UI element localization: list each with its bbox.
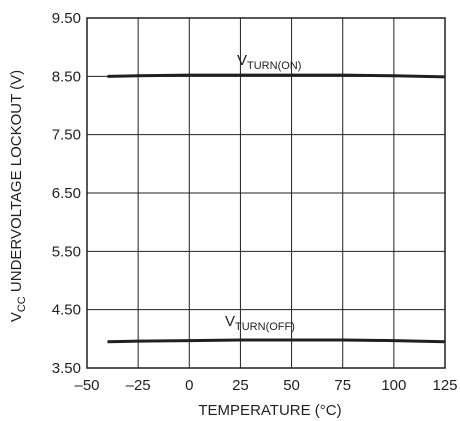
x-tick-label: 50 — [283, 377, 300, 394]
x-tick-label: –50 — [74, 377, 99, 394]
series-line-0 — [107, 73, 446, 79]
series-label-turn-on: VTURN(ON) — [237, 52, 301, 72]
x-axis-title: TEMPERATURE (°C) — [198, 402, 341, 419]
y-tick-label: 9.50 — [52, 10, 81, 27]
series-label-turn-on-sub: TURN(ON) — [247, 60, 301, 72]
y-tick-label: 3.50 — [52, 360, 81, 377]
series-label-turn-off-sub: TURN(OFF) — [235, 321, 295, 333]
y-axis-title-rest: UNDERVOLTAGE LOCKOUT (V) — [8, 70, 25, 296]
series-label-turn-off-main: V — [225, 313, 235, 330]
y-axis-title: VCC UNDERVOLTAGE LOCKOUT (V) — [8, 70, 28, 322]
plot-frame — [86, 17, 446, 369]
y-tick-label: 7.50 — [52, 127, 81, 144]
y-tick-label: 4.50 — [52, 302, 81, 319]
y-tick-label: 6.50 — [52, 185, 81, 202]
x-tick-label: 75 — [334, 377, 351, 394]
y-tick-label: 8.50 — [52, 68, 81, 85]
y-axis-title-main: V — [8, 312, 25, 322]
y-tick-labels: 3.50 4.50 5.50 6.50 7.50 8.50 9.50 — [52, 10, 81, 377]
x-tick-label: 125 — [432, 377, 457, 394]
series-label-turn-off: VTURN(OFF) — [225, 313, 295, 333]
x-tick-label: 100 — [381, 377, 406, 394]
y-axis-title-sub: CC — [16, 296, 28, 312]
x-tick-label: 25 — [232, 377, 249, 394]
x-tick-label: 0 — [185, 377, 193, 394]
series-lines — [107, 73, 446, 344]
x-tick-label: –25 — [126, 377, 151, 394]
y-tick-label: 5.50 — [52, 243, 81, 260]
x-tick-labels: –50 –25 0 25 50 75 100 125 — [74, 377, 457, 394]
series-label-turn-on-main: V — [237, 52, 247, 69]
series-line-1 — [107, 338, 446, 344]
